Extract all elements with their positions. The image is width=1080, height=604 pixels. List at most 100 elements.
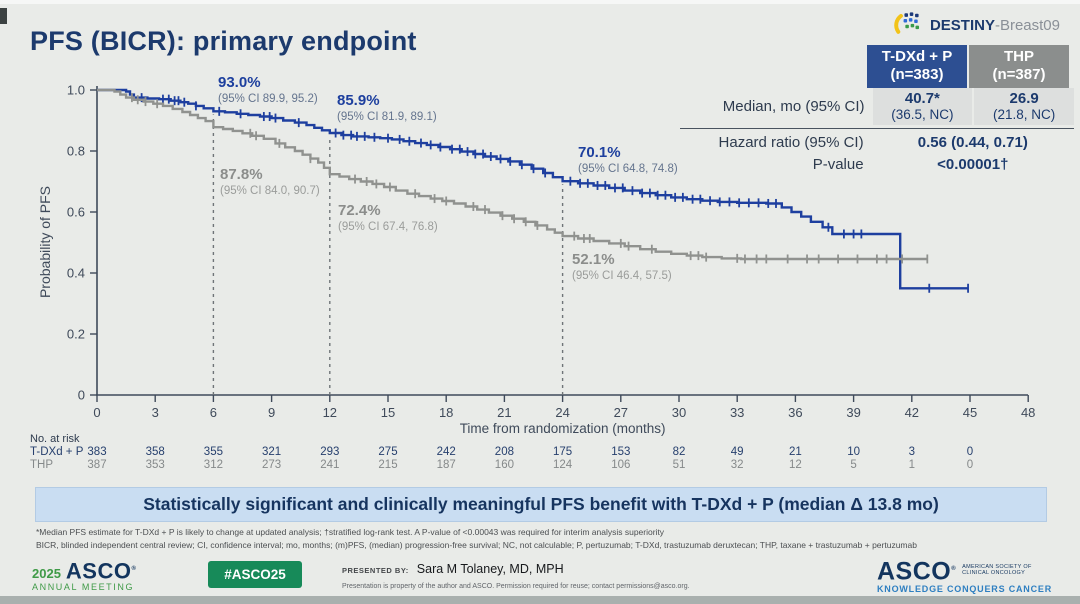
risk-count: 1 [908, 459, 915, 471]
y-axis-label: Probability of PFS [37, 186, 53, 298]
destiny-logo-icon [893, 10, 923, 41]
svg-text:18: 18 [439, 405, 453, 420]
risk-count: 0 [966, 446, 974, 458]
risk-count: 160 [494, 459, 514, 471]
risk-count: 383 [87, 446, 107, 458]
top-strip [0, 0, 1080, 4]
risk-count: 312 [203, 459, 223, 471]
page-title: PFS (BICR): primary endpoint [30, 26, 417, 56]
risk-count: 51 [672, 459, 686, 471]
hazard-ratio-value: 0.56 (0.44, 0.71) [917, 134, 1028, 151]
arm2-header: THP (n=387) [969, 45, 1069, 88]
presented-by-block: PRESENTED BY: Sara M Tolaney, MD, MPH Pr… [342, 562, 690, 590]
arm1-header: T-DXd + P (n=383) [867, 45, 967, 88]
risk-count: 355 [203, 446, 223, 458]
risk-count: 153 [611, 446, 631, 458]
risk-count: 273 [262, 459, 282, 471]
risk-count: 242 [436, 446, 456, 458]
landmark-dashed-lines [212, 114, 564, 395]
risk-row-label: T-DXd + P [30, 446, 84, 458]
p-value-label: P-value [812, 156, 864, 173]
risk-count: 215 [378, 459, 398, 471]
p-value: <0.00001† [937, 156, 1009, 173]
conclusion-banner: Statistically significant and clinically… [35, 487, 1047, 522]
footnote-1: *Median PFS estimate for T-DXd + P is li… [36, 527, 665, 537]
risk-count: 275 [378, 446, 398, 458]
asco-annual-meeting-logo: 2025 ASCO® ANNUAL MEETING [32, 558, 137, 593]
risk-count: 124 [553, 459, 573, 471]
arm2-median-cell: 26.9 (21.8, NC) [974, 88, 1074, 125]
risk-count: 82 [672, 446, 686, 458]
risk-count: 10 [847, 446, 860, 458]
landmark-tdxd-24mo: 70.1% (95% CI 64.8, 74.8) [578, 144, 678, 175]
svg-text:9: 9 [268, 405, 275, 420]
conclusion-text: Statistically significant and clinically… [143, 494, 939, 514]
median-row: Median, mo (95% CI) 40.7* (36.5, NC) 26.… [680, 88, 1074, 129]
risk-count: 387 [87, 459, 107, 471]
svg-text:39: 39 [846, 405, 860, 420]
risk-count: 353 [145, 459, 165, 471]
svg-text:15: 15 [381, 405, 395, 420]
svg-text:3: 3 [152, 405, 159, 420]
svg-text:0: 0 [78, 388, 85, 403]
risk-count: 21 [788, 446, 802, 458]
video-artifact [0, 8, 7, 24]
svg-text:36: 36 [788, 405, 802, 420]
risk-count: 3 [908, 446, 915, 458]
stats-header-row: T-DXd + P (n=383) THP (n=387) [680, 45, 1074, 88]
svg-text:21: 21 [497, 405, 511, 420]
footnote-2: BICR, blinded independent central review… [36, 540, 917, 550]
arm1-median-cell: 40.7* (36.5, NC) [872, 88, 973, 125]
svg-text:0.8: 0.8 [67, 144, 85, 159]
p-value-row: P-value <0.00001† [680, 156, 1074, 173]
x-axis-label: Time from randomization (months) [460, 421, 666, 436]
risk-count: 241 [320, 459, 340, 471]
risk-count: 12 [788, 459, 802, 471]
risk-table-title: No. at risk [30, 433, 80, 445]
svg-text:27: 27 [614, 405, 628, 420]
landmark-tdxd-6mo: 93.0% (95% CI 89.9, 95.2) [218, 74, 318, 105]
risk-count: 5 [850, 459, 857, 471]
footer: 2025 ASCO® ANNUAL MEETING #ASCO25 PRESEN… [0, 555, 1080, 597]
svg-text:45: 45 [963, 405, 977, 420]
risk-row-tdxd: T-DXd + P 383 358 355 321 293 275 242 208 175 153… [0, 446, 1080, 459]
svg-text:12: 12 [323, 405, 337, 420]
svg-text:33: 33 [730, 405, 744, 420]
svg-text:1.0: 1.0 [67, 83, 85, 98]
landmark-thp-12mo: 72.4% (95% CI 67.4, 76.8) [338, 202, 438, 233]
median-label: Median, mo (95% CI) [722, 98, 865, 115]
landmark-tdxd-12mo: 85.9% (95% CI 81.9, 89.1) [337, 92, 437, 123]
risk-count: 175 [553, 446, 573, 458]
svg-text:6: 6 [210, 405, 217, 420]
destiny-logo-text: DESTINY-Breast09 [929, 17, 1060, 34]
risk-count: 293 [320, 446, 340, 458]
risk-count: 32 [730, 459, 744, 471]
svg-text:30: 30 [672, 405, 686, 420]
asco-logo: ASCO® AMERICAN SOCIETY OF CLINICAL ONCOL… [876, 557, 1052, 595]
risk-count: 49 [730, 446, 744, 458]
landmark-thp-6mo: 87.8% (95% CI 84.0, 90.7) [220, 166, 320, 197]
svg-text:0.4: 0.4 [67, 266, 85, 281]
risk-count: 321 [262, 446, 282, 458]
bottom-strip [0, 596, 1080, 604]
svg-text:0.2: 0.2 [67, 327, 85, 342]
risk-count: 0 [966, 459, 974, 471]
destiny-breast09-logo: DESTINY-Breast09 [893, 10, 1060, 41]
landmark-thp-24mo: 52.1% (95% CI 46.4, 57.5) [572, 251, 672, 282]
presenter-name: Sara M Tolaney, MD, MPH [416, 562, 564, 576]
disclaimer: Presentation is property of the author a… [342, 583, 690, 590]
risk-count: 208 [494, 446, 514, 458]
hazard-ratio-label: Hazard ratio (95% CI) [718, 134, 864, 151]
svg-text:0.6: 0.6 [67, 205, 85, 220]
hashtag-badge: #ASCO25 [208, 561, 302, 588]
asco-tagline: KNOWLEDGE CONQUERS CANCER [876, 584, 1052, 595]
risk-row-label: THP [30, 459, 53, 471]
svg-text:0: 0 [93, 405, 100, 420]
risk-count: 358 [145, 446, 165, 458]
svg-text:24: 24 [555, 405, 569, 420]
stats-table: T-DXd + P (n=383) THP (n=387) Median, mo… [680, 45, 1074, 173]
risk-count: 106 [611, 459, 631, 471]
risk-row-thp: THP 387 353 312 273 241 215 187 160 124 106 51 32 12… [0, 459, 1080, 472]
hazard-ratio-row: Hazard ratio (95% CI) 0.56 (0.44, 0.71) [680, 134, 1074, 151]
